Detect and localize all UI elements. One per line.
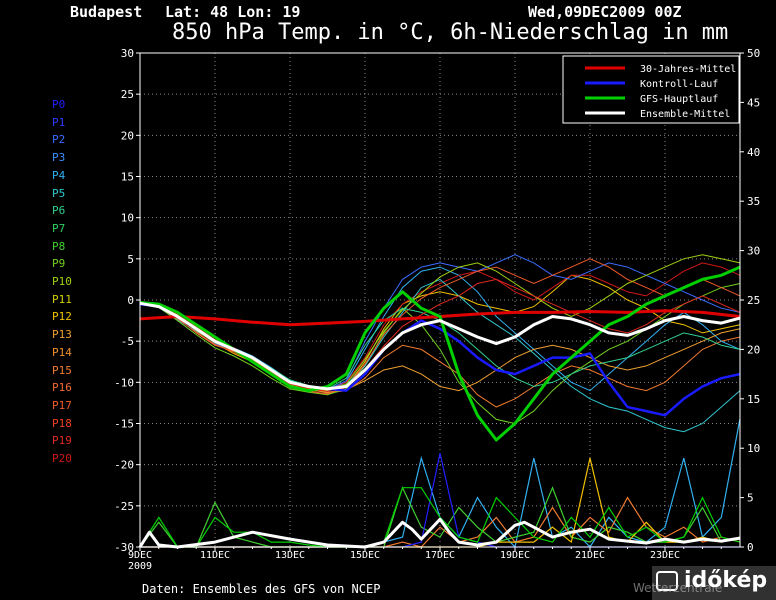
x-tick-label: 9DEC — [128, 550, 152, 561]
ensemble-member-line — [139, 278, 741, 392]
member-label: P0 — [52, 98, 66, 111]
x-tick-label: 23DEC — [650, 550, 680, 561]
y-left-tick-label: 10 — [121, 212, 134, 225]
member-label: P4 — [52, 168, 66, 182]
member-label: P19 — [52, 434, 72, 448]
series-line — [139, 301, 741, 391]
member-label: P10 — [52, 275, 72, 288]
y-right-tick-label: 45 — [747, 96, 760, 109]
y-right-tick-label: 50 — [747, 47, 760, 60]
series-line — [138, 517, 741, 549]
precip-member-line — [140, 452, 740, 548]
y-right-tick-label: 0 — [747, 541, 754, 554]
y-right-tick-label: 5 — [747, 492, 754, 505]
coords-label: Lat: 48 Lon: 19 — [165, 3, 301, 21]
member-label: P15 — [52, 363, 72, 377]
member-label: P9 — [52, 257, 66, 271]
y-left-tick-label: -10 — [114, 376, 134, 389]
member-label: P3 — [52, 151, 66, 165]
x-tick-label: 21DEC — [575, 550, 605, 561]
y-right-tick-label: 10 — [747, 442, 760, 455]
x-tick-label: 11DEC — [200, 550, 230, 561]
data-source-label: Daten: Ensembles des GFS von NCEP — [142, 582, 381, 596]
y-left-tick-label: -20 — [114, 459, 134, 472]
y-left-tick-label: 20 — [121, 129, 134, 142]
member-label: P17 — [52, 398, 72, 412]
member-label: P14 — [52, 345, 72, 359]
watermark-label: Wetterzentrale — [633, 581, 723, 595]
legend-label: Kontroll-Lauf — [640, 79, 718, 90]
y-left-tick-label: -5 — [121, 335, 134, 348]
y-right-tick-label: 20 — [747, 343, 760, 356]
x-tick-label: 19DEC — [500, 550, 530, 561]
y-left-tick-label: 5 — [127, 253, 134, 266]
member-label: P7 — [52, 221, 66, 235]
y-left-tick-label: 25 — [121, 88, 134, 101]
member-label: P2 — [52, 133, 66, 147]
x-tick-label: 13DEC — [275, 550, 305, 561]
logo: időkép — [684, 568, 768, 593]
member-label: P12 — [52, 310, 72, 324]
legend: 30-Jahres-Mittel Kontroll-Lauf GFS-Hauptla… — [562, 55, 740, 124]
y-left-tick-label: -15 — [114, 418, 134, 431]
x-tick-label: 15DEC — [350, 550, 380, 561]
y-right-tick-label: 25 — [747, 294, 760, 307]
y-left-tick-label: 15 — [121, 171, 134, 184]
y-right-tick-label: 40 — [747, 146, 760, 159]
chart-title: 850 hPa Temp. in °C, 6h-Niederschlag in … — [172, 20, 729, 45]
x-year-label: 2009 — [128, 561, 152, 572]
member-label: P13 — [52, 328, 72, 342]
camera-icon — [656, 571, 678, 591]
member-label: P1 — [52, 115, 66, 129]
legend-label: GFS-Hauptlauf — [640, 94, 718, 105]
member-label: P20 — [52, 452, 72, 465]
member-label: P6 — [52, 204, 66, 218]
legend-label: Ensemble-Mittel — [640, 109, 730, 120]
precip-member-line — [139, 486, 741, 548]
y-right-tick-label: 30 — [747, 245, 760, 258]
y-right-tick-label: 35 — [747, 195, 760, 208]
precip-member-line — [139, 487, 741, 548]
ensemble-member-line — [139, 283, 741, 425]
y-left-tick-label: -30 — [114, 541, 134, 554]
location-label: Budapest — [70, 3, 143, 21]
member-label: P16 — [52, 381, 72, 395]
member-label: P5 — [52, 186, 66, 200]
member-label: P8 — [52, 239, 66, 253]
main-series — [138, 265, 741, 549]
axes: 302520151050-5-10-15-20-25-3050454035302… — [114, 47, 760, 572]
ensemble-member-line — [140, 274, 741, 396]
grid — [140, 53, 740, 547]
y-left-tick-label: 30 — [121, 47, 134, 60]
x-tick-label: 17DEC — [425, 550, 455, 561]
y-left-tick-label: -25 — [114, 500, 134, 513]
member-label: P11 — [52, 292, 72, 306]
member-label: P18 — [52, 416, 72, 430]
legend-label: 30-Jahres-Mittel — [640, 64, 736, 75]
y-right-tick-label: 15 — [747, 393, 760, 406]
date-label: Wed,09DEC2009 00Z — [528, 3, 682, 21]
y-left-tick-label: 0 — [127, 294, 134, 307]
